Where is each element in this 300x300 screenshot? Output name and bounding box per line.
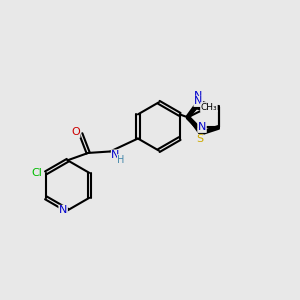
Text: N: N <box>198 122 206 132</box>
Text: N: N <box>194 91 202 101</box>
Text: N: N <box>111 150 120 160</box>
Text: H: H <box>118 155 125 165</box>
Text: CH₃: CH₃ <box>201 103 217 112</box>
Text: S: S <box>196 134 203 144</box>
Text: Cl: Cl <box>31 168 42 178</box>
Text: N: N <box>194 96 202 106</box>
Text: N: N <box>59 206 67 215</box>
Text: O: O <box>71 127 80 137</box>
